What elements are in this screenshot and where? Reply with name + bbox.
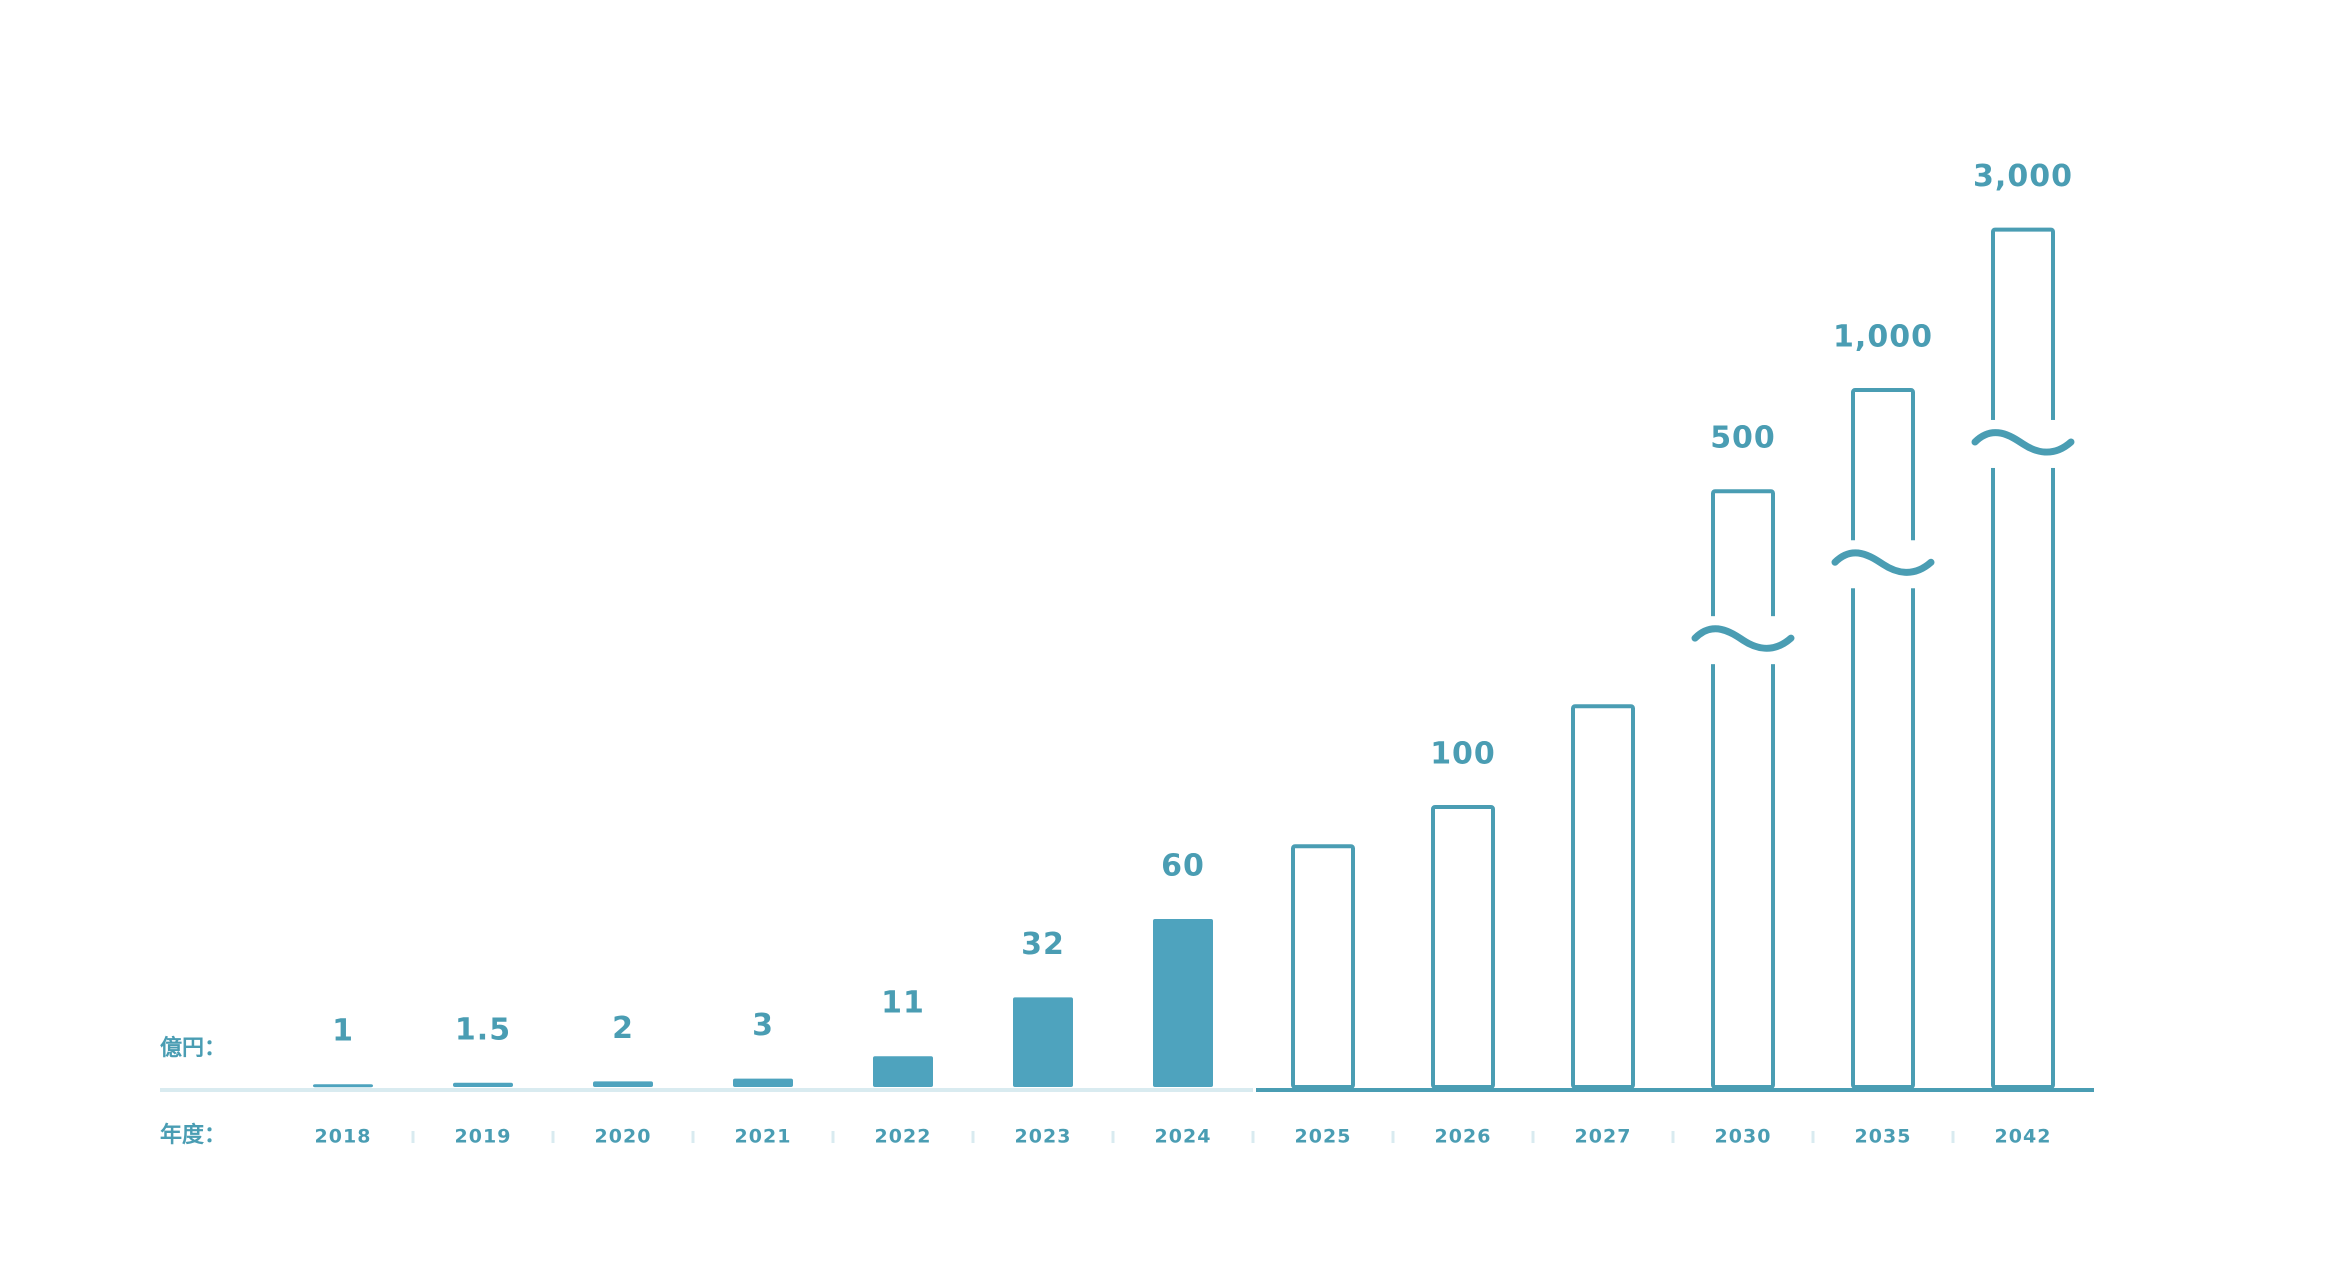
bar xyxy=(733,1078,793,1087)
value-label: 500 xyxy=(1710,421,1776,456)
x-tick-label: 2042 xyxy=(1995,1126,2052,1148)
x-tick-label: 2021 xyxy=(735,1126,792,1148)
value-label: 2 xyxy=(612,1011,634,1046)
value-label: 32 xyxy=(1021,927,1065,962)
value-label: 1,000 xyxy=(1833,320,1933,355)
bar xyxy=(1431,805,1495,1089)
bar xyxy=(1851,388,1915,1089)
x-tick-label: 2022 xyxy=(875,1126,932,1148)
y-axis-label: 億円： xyxy=(160,1035,226,1061)
bar xyxy=(873,1056,933,1087)
bar xyxy=(593,1081,653,1087)
x-tick-label: 2018 xyxy=(315,1126,372,1148)
bar xyxy=(1571,704,1635,1089)
bar xyxy=(1013,997,1073,1087)
bar xyxy=(1991,227,2055,1089)
x-tick-label: 2023 xyxy=(1015,1126,1072,1148)
value-label: 1 xyxy=(332,1014,354,1049)
value-label: 100 xyxy=(1430,737,1496,772)
bar xyxy=(1711,489,1775,1089)
bar xyxy=(313,1084,373,1088)
x-tick-label: 2026 xyxy=(1435,1126,1492,1148)
x-tick-label: 2035 xyxy=(1855,1126,1912,1148)
x-tick-label: 2025 xyxy=(1295,1126,1352,1148)
bar xyxy=(1291,844,1355,1090)
value-label: 11 xyxy=(881,986,925,1021)
x-tick-label: 2020 xyxy=(595,1126,652,1148)
value-label: 60 xyxy=(1161,849,1205,884)
x-axis-label: 年度： xyxy=(160,1122,226,1148)
value-label: 3,000 xyxy=(1973,159,2073,194)
value-label: 3 xyxy=(752,1008,774,1043)
break-wave xyxy=(1971,429,2075,456)
x-tick-label: 2024 xyxy=(1155,1126,1212,1148)
bar xyxy=(453,1082,513,1087)
x-tick-label: 2030 xyxy=(1715,1126,1772,1148)
bar xyxy=(1153,919,1213,1087)
break-wave xyxy=(1691,625,1795,652)
x-tick-label: 2027 xyxy=(1575,1126,1632,1148)
value-label: 1.5 xyxy=(455,1012,511,1047)
x-tick-label: 2019 xyxy=(455,1126,512,1148)
break-wave xyxy=(1831,549,1935,576)
